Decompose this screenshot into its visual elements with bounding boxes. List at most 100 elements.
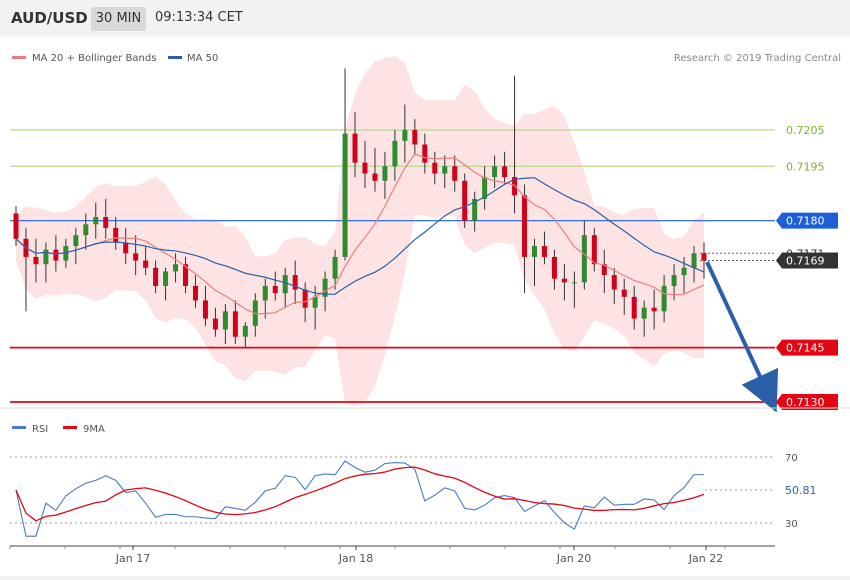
price-chart[interactable]: MA 20 + Bollinger Bands MA 50 Research ©… bbox=[0, 35, 850, 576]
candle bbox=[83, 213, 89, 250]
price-label-text: 0.7195 bbox=[786, 160, 825, 173]
candle bbox=[502, 151, 508, 185]
candle-body bbox=[93, 217, 99, 225]
candle bbox=[462, 173, 468, 228]
chart-panel: MA 20 + Bollinger Bands MA 50 Research ©… bbox=[0, 35, 850, 576]
price-label: 0.7195 bbox=[776, 158, 838, 175]
candlestick-series bbox=[13, 68, 707, 348]
candle-body bbox=[691, 253, 697, 268]
candle-body bbox=[422, 144, 428, 163]
candle bbox=[442, 155, 448, 189]
candle-body bbox=[362, 162, 368, 174]
candle-body bbox=[272, 285, 278, 294]
chart-header: AUD/USD 30 MIN 09:13:34 CET bbox=[0, 0, 850, 36]
candle-body bbox=[661, 285, 667, 312]
price-label-text: 0.7180 bbox=[786, 215, 825, 228]
candle-body bbox=[183, 264, 189, 286]
candle-body bbox=[591, 235, 597, 265]
candle-body bbox=[202, 300, 208, 319]
candle-body bbox=[392, 140, 398, 167]
candle bbox=[163, 267, 169, 301]
candle-body bbox=[43, 249, 49, 265]
candle bbox=[292, 260, 298, 305]
candle-body bbox=[432, 162, 438, 174]
price-label-tag bbox=[776, 394, 838, 410]
rsi-tick-70: 70 bbox=[785, 453, 798, 464]
candle-body bbox=[541, 246, 547, 257]
candle-body bbox=[452, 166, 458, 181]
candle-body bbox=[332, 256, 338, 279]
candle bbox=[33, 238, 39, 283]
candle bbox=[422, 133, 428, 174]
candle-body bbox=[402, 130, 408, 141]
candle-body bbox=[681, 267, 687, 276]
candle bbox=[452, 155, 458, 192]
candle-body bbox=[551, 256, 557, 279]
candle bbox=[53, 235, 59, 272]
candle-body bbox=[33, 256, 39, 265]
candle-body bbox=[492, 166, 498, 178]
price-label-text: 0.7130 bbox=[786, 396, 825, 409]
candle bbox=[482, 166, 488, 210]
bollinger-band-area bbox=[16, 56, 704, 407]
candle bbox=[372, 148, 378, 192]
candle bbox=[621, 278, 627, 315]
candle-body bbox=[163, 271, 169, 286]
forecast-arrow bbox=[705, 261, 779, 413]
candle-body bbox=[242, 325, 248, 337]
price-label-tag bbox=[776, 122, 838, 138]
candle bbox=[352, 111, 358, 178]
rsi-lines bbox=[15, 460, 705, 537]
candle bbox=[432, 151, 438, 185]
timeframe-selector[interactable]: 30 MIN bbox=[91, 7, 146, 31]
candle bbox=[661, 275, 667, 323]
candle-body bbox=[113, 227, 119, 243]
price-labels: 0.72050.71950.71800.71710.71690.71450.71… bbox=[776, 122, 838, 410]
candle bbox=[342, 68, 348, 261]
x-tick-label: Jan 22 bbox=[688, 552, 723, 565]
rsi-legend-label: RSI bbox=[32, 424, 48, 435]
candle bbox=[362, 140, 368, 189]
candle bbox=[153, 260, 159, 294]
candle bbox=[631, 285, 637, 330]
candle-body bbox=[133, 253, 139, 261]
candle bbox=[212, 307, 218, 337]
price-label-tag bbox=[776, 252, 838, 269]
candle-body bbox=[482, 177, 488, 199]
price-label: 0.7205 bbox=[776, 122, 838, 138]
candle bbox=[581, 220, 587, 290]
price-label: 0.7145 bbox=[776, 339, 838, 356]
candle bbox=[282, 267, 288, 308]
price-label-text: 0.7169 bbox=[786, 255, 825, 268]
candle-body bbox=[601, 264, 607, 276]
candle bbox=[691, 246, 697, 283]
ma20-line bbox=[15, 153, 705, 315]
ma50-legend-label: MA 50 bbox=[187, 53, 218, 64]
candle-body bbox=[13, 213, 19, 239]
ma20-legend-label: MA 20 + Bollinger Bands bbox=[32, 53, 156, 64]
candle bbox=[222, 304, 228, 344]
timestamp: 09:13:34 CET bbox=[155, 10, 243, 25]
candle-body bbox=[621, 289, 627, 297]
candle bbox=[561, 264, 567, 301]
candle-body bbox=[123, 242, 129, 254]
candle bbox=[242, 322, 248, 348]
price-label-text: 0.7145 bbox=[786, 342, 825, 355]
candle-body bbox=[103, 217, 109, 228]
candle bbox=[541, 231, 547, 265]
candle bbox=[412, 119, 418, 156]
candle bbox=[392, 130, 398, 181]
candle-body bbox=[153, 267, 159, 286]
price-label-tag bbox=[776, 158, 838, 175]
candle bbox=[641, 300, 647, 337]
x-tick-label: Jan 17 bbox=[115, 552, 150, 565]
price-label: 0.7180 bbox=[776, 212, 838, 229]
candle-body bbox=[73, 235, 79, 247]
candle bbox=[133, 235, 139, 276]
rsi-last-value: 50.81 bbox=[785, 484, 817, 497]
candle-body bbox=[282, 275, 288, 294]
currency-pair[interactable]: AUD/USD bbox=[11, 9, 88, 27]
candle-body bbox=[651, 307, 657, 312]
candle bbox=[551, 249, 557, 290]
candle bbox=[382, 151, 388, 199]
